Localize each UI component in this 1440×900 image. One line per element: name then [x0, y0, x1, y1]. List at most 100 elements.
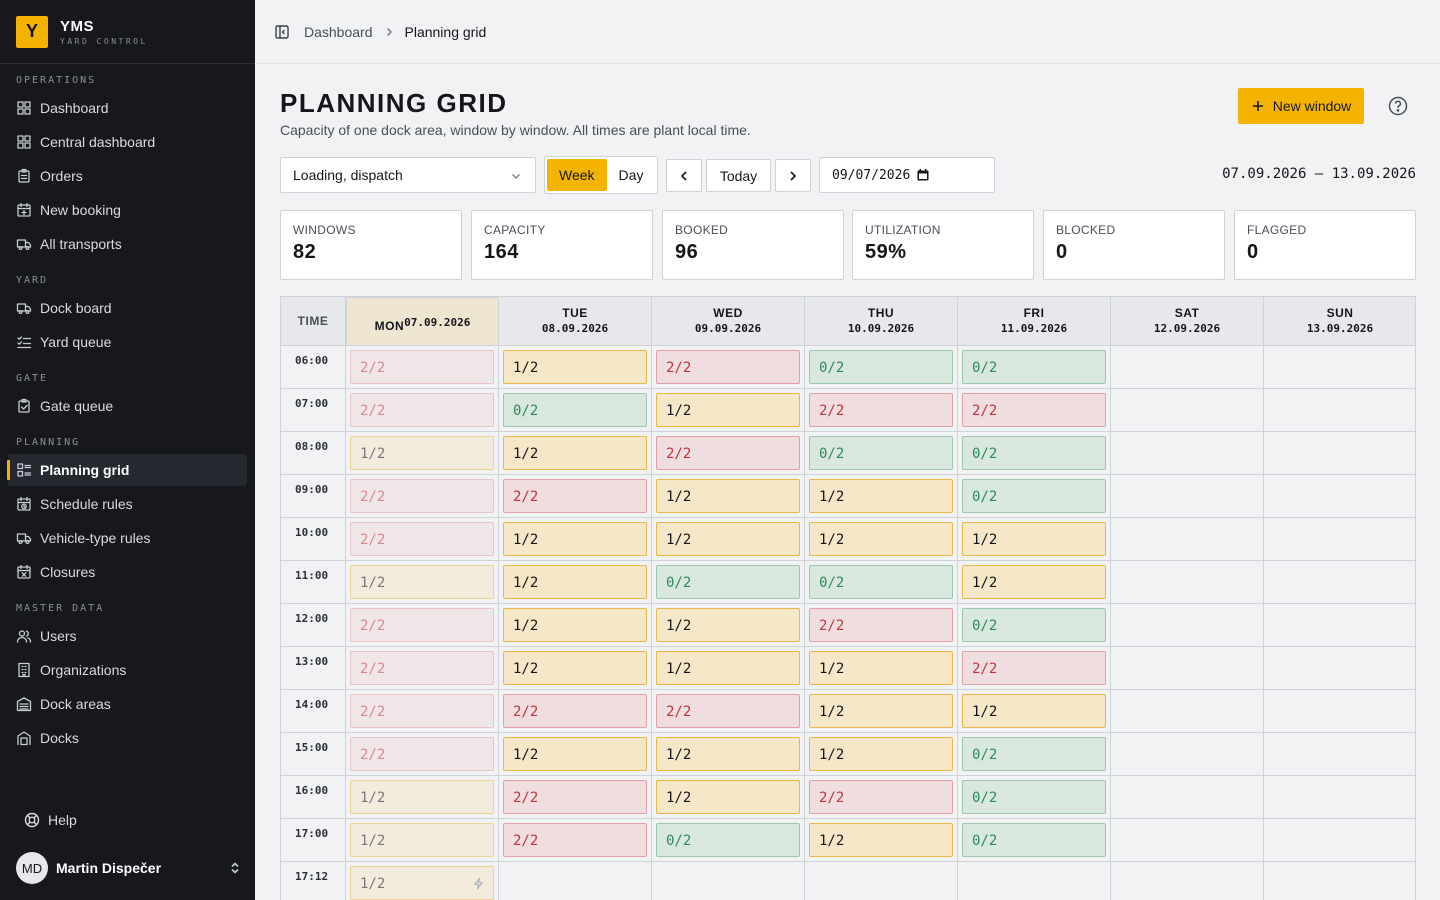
capacity-window[interactable]: 1/2	[656, 479, 800, 513]
capacity-window[interactable]: 1/2	[809, 479, 953, 513]
capacity-window[interactable]: 2/2	[350, 522, 494, 556]
capacity-window[interactable]: 1/2	[809, 737, 953, 771]
grid-cell[interactable]	[1264, 647, 1415, 690]
capacity-window[interactable]: 0/2	[962, 608, 1106, 642]
grid-cell[interactable]: 0/2	[499, 389, 652, 432]
grid-cell[interactable]: 1/2	[499, 561, 652, 604]
grid-cell[interactable]: 0/2	[958, 776, 1111, 819]
capacity-window[interactable]: 0/2	[503, 393, 647, 427]
grid-cell[interactable]: 0/2	[958, 733, 1111, 776]
capacity-window[interactable]: 0/2	[962, 780, 1106, 814]
grid-cell[interactable]	[1264, 432, 1415, 475]
capacity-window[interactable]: 1/2	[656, 651, 800, 685]
grid-cell[interactable]: 2/2	[346, 733, 499, 776]
capacity-window[interactable]: 2/2	[809, 393, 953, 427]
capacity-window[interactable]: 2/2	[350, 651, 494, 685]
date-input[interactable]: 09/07/2026	[819, 157, 995, 193]
grid-cell[interactable]: 2/2	[652, 346, 805, 389]
capacity-window[interactable]: 2/2	[656, 436, 800, 470]
grid-cell[interactable]	[958, 862, 1111, 900]
capacity-window[interactable]: 1/2	[656, 780, 800, 814]
grid-cell[interactable]: 0/2	[805, 432, 958, 475]
sidebar-item-closures[interactable]: Closures	[8, 556, 247, 588]
capacity-window[interactable]: 1/2	[809, 522, 953, 556]
sidebar-item-vehicle-type-rules[interactable]: Vehicle-type rules	[8, 522, 247, 554]
sidebar-item-organizations[interactable]: Organizations	[8, 654, 247, 686]
grid-cell[interactable]	[1264, 862, 1415, 900]
grid-cell[interactable]: 1/2	[958, 690, 1111, 733]
grid-cell[interactable]	[1111, 346, 1264, 389]
grid-cell[interactable]	[1264, 475, 1415, 518]
sidebar-item-dock-areas[interactable]: Dock areas	[8, 688, 247, 720]
capacity-window[interactable]: 1/2	[503, 608, 647, 642]
capacity-window[interactable]: 1/2	[656, 608, 800, 642]
grid-cell[interactable]: 2/2	[958, 389, 1111, 432]
sidebar-item-users[interactable]: Users	[8, 620, 247, 652]
help-circle-icon[interactable]	[1388, 96, 1408, 116]
capacity-window[interactable]: 0/2	[656, 565, 800, 599]
grid-cell[interactable]	[805, 862, 958, 900]
capacity-window[interactable]: 0/2	[809, 565, 953, 599]
grid-cell[interactable]: 1/2	[346, 776, 499, 819]
grid-cell[interactable]	[1111, 862, 1264, 900]
capacity-window[interactable]: 1/2	[656, 737, 800, 771]
view-day-button[interactable]: Day	[618, 167, 644, 183]
grid-cell[interactable]: 1/2	[346, 862, 499, 900]
capacity-window[interactable]: 1/2	[962, 694, 1106, 728]
grid-cell[interactable]: 1/2	[805, 733, 958, 776]
grid-cell[interactable]	[1111, 518, 1264, 561]
grid-cell[interactable]: 1/2	[652, 733, 805, 776]
grid-cell[interactable]: 2/2	[346, 518, 499, 561]
capacity-window[interactable]: 0/2	[809, 436, 953, 470]
capacity-window[interactable]: 0/2	[656, 823, 800, 857]
calendar-icon[interactable]	[916, 168, 930, 182]
prev-button[interactable]	[666, 159, 702, 192]
grid-cell[interactable]: 2/2	[652, 690, 805, 733]
capacity-window[interactable]: 2/2	[962, 393, 1106, 427]
grid-cell[interactable]: 0/2	[652, 561, 805, 604]
capacity-window[interactable]: 1/2	[962, 522, 1106, 556]
capacity-window[interactable]: 0/2	[962, 823, 1106, 857]
capacity-window[interactable]: 0/2	[962, 350, 1106, 384]
capacity-window[interactable]: 1/2	[350, 823, 494, 857]
grid-cell[interactable]: 1/2	[805, 647, 958, 690]
grid-cell[interactable]	[499, 862, 652, 900]
grid-cell[interactable]: 1/2	[499, 432, 652, 475]
help-link[interactable]: Help	[16, 806, 77, 834]
grid-cell[interactable]	[1264, 776, 1415, 819]
grid-cell[interactable]: 2/2	[499, 690, 652, 733]
capacity-window[interactable]: 2/2	[503, 694, 647, 728]
breadcrumb-dashboard[interactable]: Dashboard	[304, 23, 373, 40]
grid-cell[interactable]	[1111, 819, 1264, 862]
capacity-window[interactable]: 2/2	[656, 694, 800, 728]
sidebar-item-gate-queue[interactable]: Gate queue	[8, 390, 247, 422]
grid-cell[interactable]: 1/2	[652, 647, 805, 690]
grid-cell[interactable]: 1/2	[652, 389, 805, 432]
grid-cell[interactable]: 1/2	[652, 475, 805, 518]
grid-cell[interactable]: 2/2	[346, 647, 499, 690]
capacity-window[interactable]: 2/2	[350, 350, 494, 384]
grid-cell[interactable]	[1111, 432, 1264, 475]
grid-cell[interactable]: 2/2	[346, 690, 499, 733]
grid-cell[interactable]: 1/2	[652, 776, 805, 819]
sidebar-item-central-dashboard[interactable]: Central dashboard	[8, 126, 247, 158]
grid-cell[interactable]: 2/2	[346, 389, 499, 432]
grid-cell[interactable]: 1/2	[499, 733, 652, 776]
sidebar-item-all-transports[interactable]: All transports	[8, 228, 247, 260]
grid-cell[interactable]: 1/2	[346, 432, 499, 475]
capacity-window[interactable]: 0/2	[809, 350, 953, 384]
capacity-window[interactable]: 1/2	[350, 866, 494, 900]
capacity-window[interactable]: 2/2	[809, 608, 953, 642]
capacity-window[interactable]: 1/2	[809, 823, 953, 857]
grid-cell[interactable]	[1111, 604, 1264, 647]
grid-cell[interactable]: 0/2	[652, 819, 805, 862]
capacity-window[interactable]: 2/2	[350, 608, 494, 642]
grid-cell[interactable]: 0/2	[958, 346, 1111, 389]
user-menu[interactable]: MD Martin Dispečer	[16, 852, 242, 884]
grid-cell[interactable]	[1264, 604, 1415, 647]
grid-cell[interactable]	[1111, 690, 1264, 733]
grid-cell[interactable]: 0/2	[958, 819, 1111, 862]
grid-cell[interactable]: 2/2	[805, 776, 958, 819]
grid-cell[interactable]: 1/2	[499, 604, 652, 647]
capacity-window[interactable]: 0/2	[962, 737, 1106, 771]
